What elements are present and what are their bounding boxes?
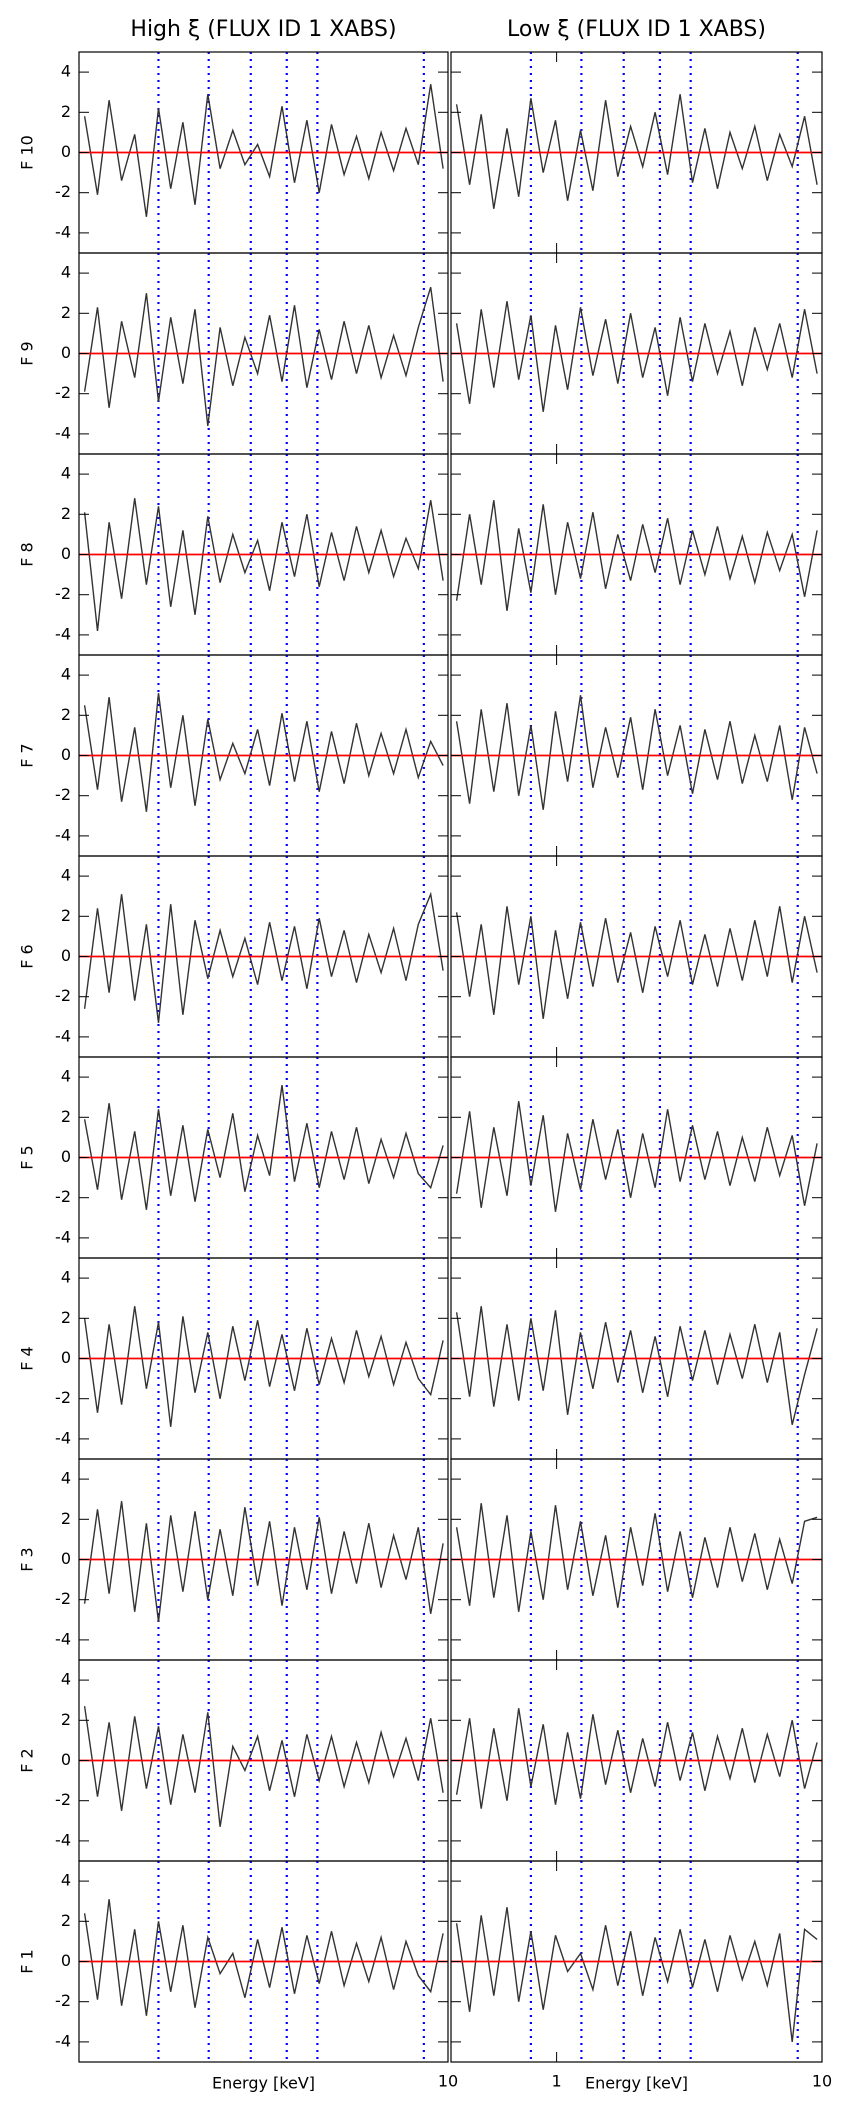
y-axis-label: F 6 bbox=[18, 944, 37, 968]
y-axis-label: F 8 bbox=[18, 542, 37, 566]
residual-line bbox=[83, 498, 444, 631]
x-axis-label: Energy [keV] bbox=[585, 2074, 688, 2093]
y-tick-label: 0 bbox=[61, 1348, 71, 1367]
y-tick-label: 2 bbox=[61, 1308, 71, 1327]
y-tick-label: 4 bbox=[61, 1067, 71, 1086]
y-tick-label: 4 bbox=[61, 1670, 71, 1689]
residual-line bbox=[455, 1708, 818, 1809]
y-tick-label: 0 bbox=[61, 343, 71, 362]
y-tick-label: 0 bbox=[61, 544, 71, 563]
y-tick-label: -2 bbox=[55, 182, 71, 201]
residual-line bbox=[83, 693, 444, 812]
panel-title: Low ξ (FLUX ID 1 XABS) bbox=[507, 17, 766, 42]
y-tick-label: -4 bbox=[55, 624, 71, 643]
y-tick-label: 0 bbox=[61, 1549, 71, 1568]
y-axis-label: F 10 bbox=[18, 135, 37, 170]
residual-line bbox=[455, 94, 818, 209]
x-tick-label: 10 bbox=[438, 2072, 458, 2091]
residual-line bbox=[83, 891, 444, 1023]
y-tick-label: -2 bbox=[55, 1388, 71, 1407]
y-tick-label: -2 bbox=[55, 986, 71, 1005]
y-tick-label: -2 bbox=[55, 785, 71, 804]
x-axis-label: Energy [keV] bbox=[212, 2074, 315, 2093]
y-axis-label: F 7 bbox=[18, 743, 37, 767]
residual-line bbox=[83, 1899, 444, 2016]
x-tick-label: 10 bbox=[812, 2072, 832, 2091]
y-tick-label: 4 bbox=[61, 263, 71, 282]
y-tick-label: 4 bbox=[61, 665, 71, 684]
y-tick-label: 4 bbox=[61, 1871, 71, 1890]
y-tick-label: 2 bbox=[61, 1509, 71, 1528]
residual-line bbox=[455, 1907, 818, 2042]
y-tick-label: -4 bbox=[55, 423, 71, 442]
y-tick-label: 2 bbox=[61, 1107, 71, 1126]
y-tick-label: 2 bbox=[61, 1911, 71, 1930]
y-tick-label: 4 bbox=[61, 866, 71, 885]
y-tick-label: -4 bbox=[55, 1428, 71, 1447]
y-axis-label: F 1 bbox=[18, 1949, 37, 1973]
residual-line bbox=[455, 1101, 818, 1212]
y-tick-label: -2 bbox=[55, 383, 71, 402]
y-tick-label: -4 bbox=[55, 222, 71, 241]
residual-line bbox=[83, 84, 444, 217]
y-tick-label: -2 bbox=[55, 584, 71, 603]
y-tick-label: 4 bbox=[61, 1469, 71, 1488]
y-tick-label: -2 bbox=[55, 1790, 71, 1809]
y-axis-label: F 3 bbox=[18, 1547, 37, 1571]
residual-line bbox=[83, 1501, 444, 1622]
y-tick-label: -4 bbox=[55, 825, 71, 844]
y-tick-label: 2 bbox=[61, 906, 71, 925]
y-axis-label: F 5 bbox=[18, 1145, 37, 1169]
residual-line bbox=[83, 1706, 444, 1827]
y-tick-label: 2 bbox=[61, 303, 71, 322]
y-axis-label: F 4 bbox=[18, 1346, 37, 1370]
y-tick-label: 2 bbox=[61, 504, 71, 523]
y-tick-label: 0 bbox=[61, 142, 71, 161]
x-tick-label: 1 bbox=[552, 2072, 562, 2091]
residual-line bbox=[455, 906, 818, 1019]
y-axis-label: F 2 bbox=[18, 1748, 37, 1772]
y-tick-label: 0 bbox=[61, 1147, 71, 1166]
y-tick-label: 0 bbox=[61, 1951, 71, 1970]
residual-line bbox=[83, 1085, 444, 1210]
y-axis-label: F 9 bbox=[18, 341, 37, 365]
y-tick-label: -2 bbox=[55, 1187, 71, 1206]
residual-line bbox=[455, 695, 818, 810]
residual-line bbox=[455, 301, 818, 412]
y-tick-label: -4 bbox=[55, 1026, 71, 1045]
y-tick-label: -4 bbox=[55, 1227, 71, 1246]
y-tick-label: -4 bbox=[55, 1830, 71, 1849]
y-tick-label: 0 bbox=[61, 745, 71, 764]
y-tick-label: -4 bbox=[55, 1629, 71, 1648]
y-tick-label: 0 bbox=[61, 1750, 71, 1769]
residual-line bbox=[455, 1306, 818, 1425]
y-tick-label: -2 bbox=[55, 1589, 71, 1608]
y-tick-label: -4 bbox=[55, 2031, 71, 2050]
residual-line bbox=[83, 286, 444, 426]
y-tick-label: 2 bbox=[61, 705, 71, 724]
y-tick-label: 4 bbox=[61, 62, 71, 81]
y-tick-label: 4 bbox=[61, 464, 71, 483]
residual-line bbox=[83, 1306, 444, 1427]
residual-line bbox=[455, 1503, 818, 1612]
panel-title: High ξ (FLUX ID 1 XABS) bbox=[130, 17, 396, 42]
residual-line bbox=[455, 500, 818, 611]
y-tick-label: -2 bbox=[55, 1991, 71, 2010]
y-tick-label: 4 bbox=[61, 1268, 71, 1287]
y-tick-label: 0 bbox=[61, 946, 71, 965]
y-tick-label: 2 bbox=[61, 1710, 71, 1729]
y-tick-label: 2 bbox=[61, 102, 71, 121]
